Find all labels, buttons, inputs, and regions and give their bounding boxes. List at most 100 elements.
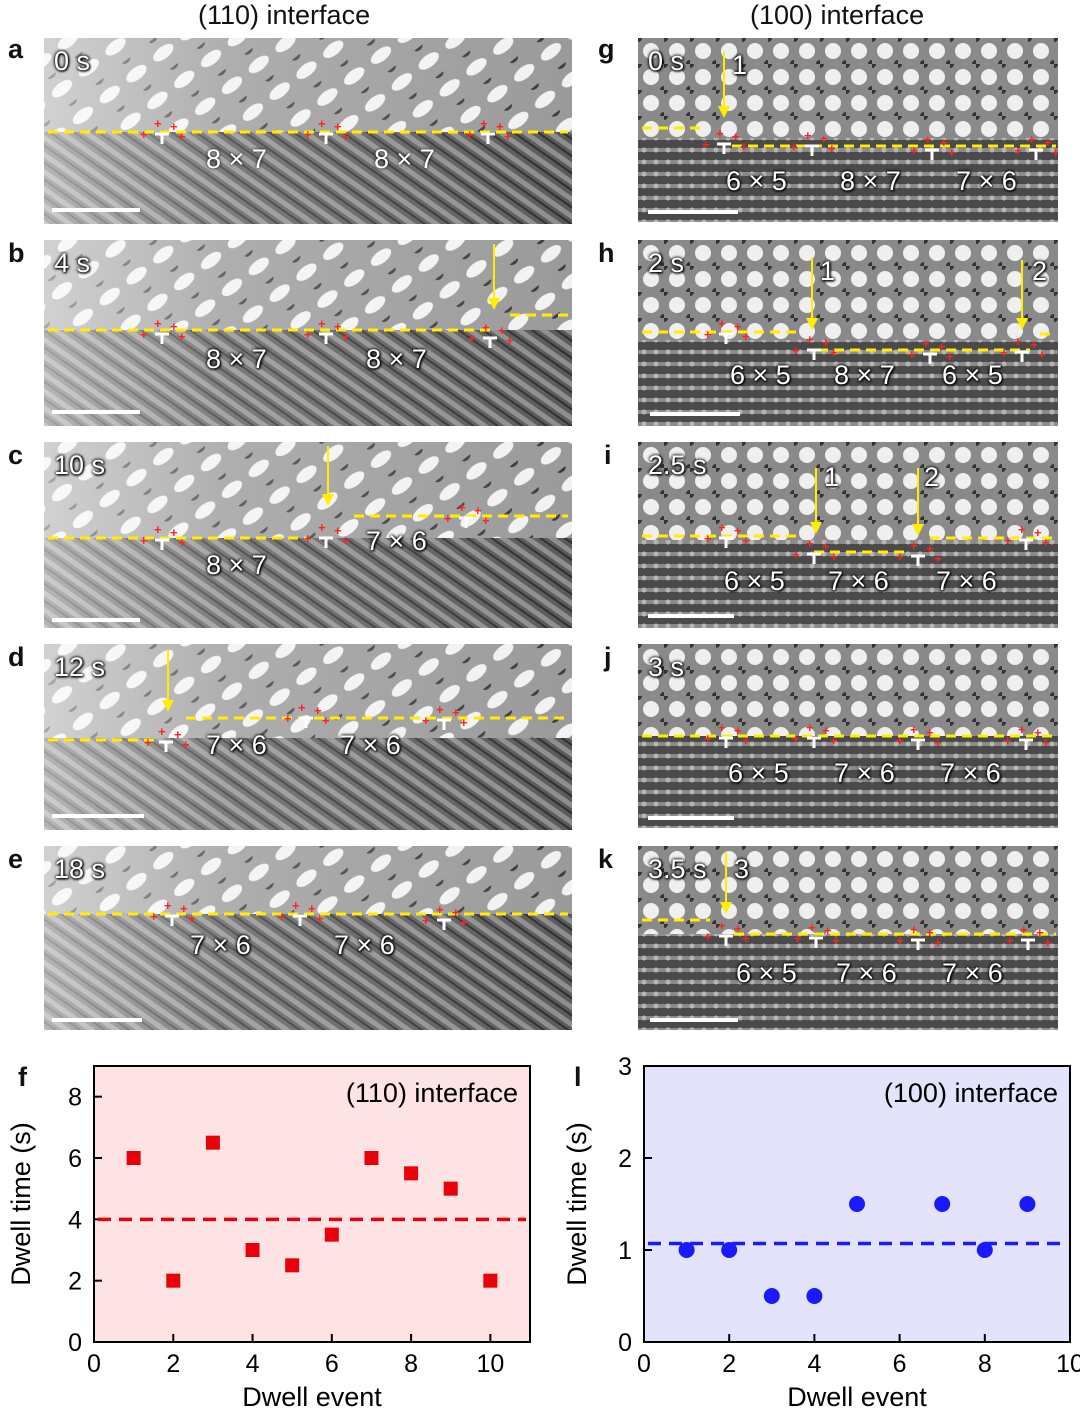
supercell-label: 8 × 7 xyxy=(834,360,895,390)
data-point xyxy=(806,1288,823,1304)
supercell-label: 7 × 6 xyxy=(828,566,889,596)
time-label-k: 3.5 s xyxy=(648,854,707,884)
x-tick-label: 10 xyxy=(1056,1350,1080,1378)
y-tick-label: 3 xyxy=(618,1053,632,1081)
y-tick-label: 4 xyxy=(68,1206,82,1234)
panel-letter-b: b xyxy=(8,238,25,268)
data-point xyxy=(364,1151,379,1165)
tem-image-h: 2 s 1 2 6 × 5 8 × 7 6 × 5 xyxy=(638,240,1058,426)
x-axis-label: Dwell event xyxy=(787,1382,927,1412)
panel-letter-h: h xyxy=(598,238,615,268)
panel-letter-c: c xyxy=(8,440,24,470)
panel-letter-a: a xyxy=(8,34,24,64)
data-point xyxy=(483,1273,498,1288)
x-tick-label: 4 xyxy=(246,1350,260,1378)
data-point xyxy=(404,1166,419,1181)
time-label-c: 10 s xyxy=(54,450,106,480)
y-tick-label: 1 xyxy=(618,1237,632,1265)
chart-title: (110) interface xyxy=(346,1078,518,1108)
x-tick-label: 2 xyxy=(166,1350,180,1378)
panel-letter-i: i xyxy=(604,440,612,470)
y-axis-label: Dwell time (s) xyxy=(562,1122,592,1286)
x-tick-label: 0 xyxy=(87,1350,101,1378)
panel-letter-j: j xyxy=(604,642,612,672)
arrow-number: 3 xyxy=(734,854,750,884)
arrow-number: 1 xyxy=(820,256,836,286)
supercell-label: 7 × 6 xyxy=(940,758,1001,788)
supercell-label: 8 × 7 xyxy=(206,344,267,374)
panel-letter-e: e xyxy=(8,844,24,874)
arrow-number: 1 xyxy=(824,462,840,492)
x-axis-label: Dwell event xyxy=(242,1382,382,1412)
time-label-e: 18 s xyxy=(54,854,106,884)
supercell-label: 6 × 5 xyxy=(730,360,791,390)
x-tick-label: 8 xyxy=(978,1350,992,1378)
supercell-label: 7 × 6 xyxy=(190,930,251,960)
panel-letter-g: g xyxy=(598,34,615,64)
x-tick-label: 4 xyxy=(807,1350,821,1378)
time-label-b: 4 s xyxy=(54,248,91,278)
supercell-label: 8 × 7 xyxy=(206,550,267,580)
supercell-label: 6 × 5 xyxy=(942,360,1003,390)
time-label-a: 0 s xyxy=(54,46,91,76)
y-tick-label: 6 xyxy=(68,1145,82,1173)
supercell-label: 7 × 6 xyxy=(834,758,895,788)
supercell-label: 7 × 6 xyxy=(836,958,897,988)
data-point xyxy=(205,1135,220,1150)
tem-image-g: 0 s 1 6 × 5 8 × 7 7 × 6 xyxy=(638,38,1058,222)
data-point xyxy=(849,1196,865,1212)
right-column-title: (100) interface xyxy=(750,0,925,30)
arrow-number: 2 xyxy=(1032,256,1048,286)
time-label-d: 12 s xyxy=(54,652,106,682)
x-tick-label: 8 xyxy=(404,1350,418,1378)
x-tick-label: 6 xyxy=(893,1350,907,1378)
chart-title: (100) interface xyxy=(884,1078,1058,1108)
time-label-h: 2 s xyxy=(648,248,685,278)
chart-l: 0 1 2 3 0 2 4 6 8 10 (100) interface Dwell event Dwe… xyxy=(550,1050,1080,1422)
x-tick-label: 0 xyxy=(637,1350,651,1378)
data-point xyxy=(934,1196,951,1212)
supercell-label: 8 × 7 xyxy=(840,166,901,196)
tem-image-k: 3.5 s 3 6 × 5 7 × 6 7 × 6 xyxy=(638,846,1058,1030)
time-label-g: 0 s xyxy=(648,46,685,76)
y-tick-label: 0 xyxy=(618,1329,632,1357)
supercell-label: 8 × 7 xyxy=(374,144,435,174)
y-tick-label: 0 xyxy=(68,1329,82,1357)
supercell-label: 7 × 6 xyxy=(206,730,267,760)
y-tick-label: 8 xyxy=(68,1084,82,1112)
data-point xyxy=(443,1181,458,1196)
x-tick-label: 2 xyxy=(722,1350,736,1378)
data-point xyxy=(678,1242,695,1258)
y-axis-label: Dwell time (s) xyxy=(6,1122,36,1286)
time-label-i: 2.5 s xyxy=(648,450,707,480)
supercell-label: 6 × 5 xyxy=(736,958,797,988)
data-point xyxy=(166,1273,181,1288)
data-point xyxy=(976,1242,993,1258)
arrow-number: 2 xyxy=(924,462,940,492)
y-tick-label: 2 xyxy=(68,1268,82,1296)
supercell-label: 7 × 6 xyxy=(334,930,395,960)
supercell-label: 7 × 6 xyxy=(942,958,1003,988)
supercell-label: 6 × 5 xyxy=(724,566,785,596)
tem-image-a: 0 s 8 × 7 8 × 7 xyxy=(44,38,572,224)
panel-letter-f: f xyxy=(18,1062,27,1092)
y-tick-label: 2 xyxy=(618,1145,632,1173)
panel-letter-k: k xyxy=(598,844,614,874)
panel-letter-l: l xyxy=(574,1062,582,1092)
data-point xyxy=(1019,1196,1036,1212)
panel-letter-d: d xyxy=(8,642,25,672)
x-tick-label: 6 xyxy=(325,1350,339,1378)
supercell-label: 8 × 7 xyxy=(366,344,427,374)
supercell-label: 7 × 6 xyxy=(936,566,997,596)
plot-area xyxy=(93,1065,531,1343)
tem-image-b: 4 s 8 × 7 8 × 7 xyxy=(44,240,572,426)
supercell-label: 7 × 6 xyxy=(340,730,401,760)
data-point xyxy=(126,1151,141,1165)
x-tick-label: 10 xyxy=(476,1350,504,1378)
tem-image-e: 18 s 7 × 6 7 × 6 xyxy=(44,846,572,1030)
left-column-title: (110) interface xyxy=(198,0,371,30)
supercell-label: 7 × 6 xyxy=(956,166,1017,196)
time-label-j: 3 s xyxy=(648,652,685,682)
supercell-label: 6 × 5 xyxy=(728,758,789,788)
tem-image-c: 10 s 8 × 7 7 × 6 xyxy=(44,442,572,628)
